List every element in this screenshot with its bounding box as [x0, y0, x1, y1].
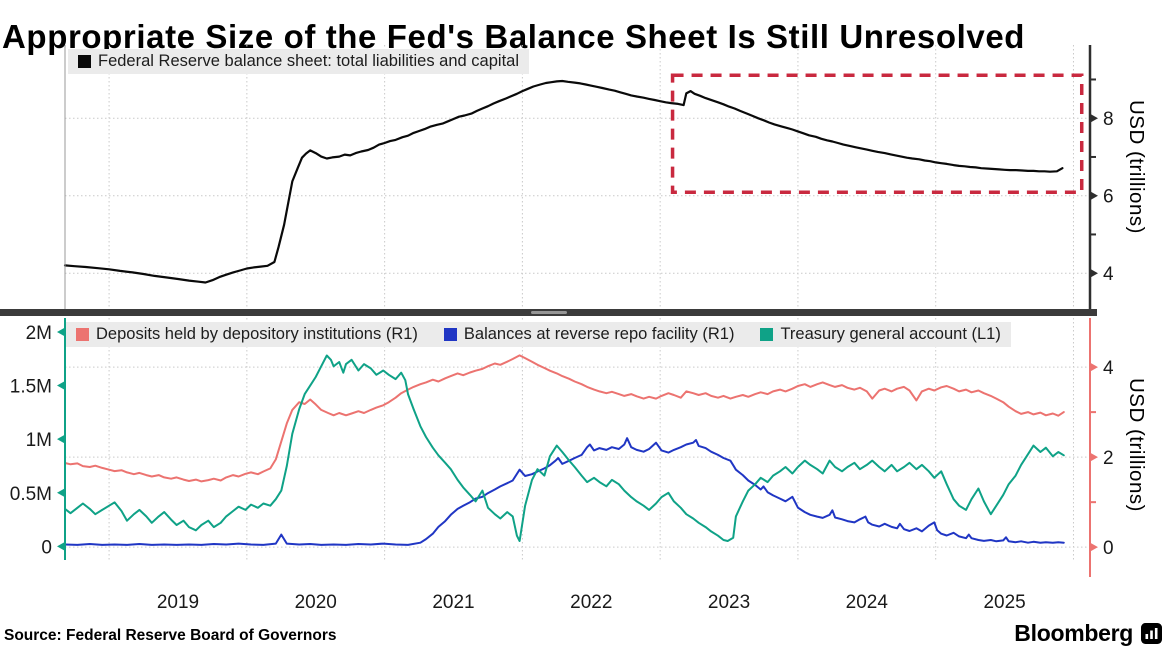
legend-item-deposits: Deposits held by depository institutions… — [76, 325, 418, 344]
legend-label: Treasury general account (L1) — [780, 325, 1001, 343]
legend-item-tga: Treasury general account (L1) — [760, 325, 1001, 344]
axis-tick-arrow-icon — [57, 434, 65, 444]
axis-tick-arrow-icon — [57, 327, 65, 337]
x-axis-label: 2021 — [432, 592, 474, 613]
axis-tick-arrow-icon — [57, 541, 65, 551]
series-lines — [63, 79, 1065, 546]
x-axis-label: 2020 — [295, 592, 337, 613]
qt-highlight-box — [670, 73, 1084, 194]
axis-tick-arrow-icon — [1090, 542, 1098, 552]
top-y-axis-title: USD (trillions) — [1125, 100, 1148, 234]
axes: 4 6 8 2M 1.5M 1M 0.5M 0 4 2 0 2019 2020 2021 2022 2023 2… — [10, 45, 1114, 613]
series-line-tga — [64, 354, 1065, 542]
x-axis-label: 2019 — [157, 592, 199, 613]
svg-text:2M: 2M — [26, 323, 52, 344]
legend-label: Federal Reserve balance sheet: total lia… — [98, 52, 519, 70]
series-line-deposits — [64, 354, 1065, 483]
series-line-rrp — [64, 437, 1065, 546]
panel-divider[interactable] — [0, 309, 1097, 316]
svg-text:4: 4 — [1103, 264, 1114, 285]
panel-divider-handle-icon[interactable] — [531, 311, 567, 314]
gridlines — [65, 45, 1090, 562]
legend-item-fed-total: Federal Reserve balance sheet: total lia… — [78, 52, 519, 71]
svg-text:4: 4 — [1103, 358, 1114, 379]
axis-tick-arrow-icon — [1090, 113, 1098, 123]
svg-text:0.5M: 0.5M — [10, 484, 52, 505]
top-panel-legend: Federal Reserve balance sheet: total lia… — [68, 49, 529, 74]
axis-tick-arrow-icon — [1090, 191, 1098, 201]
axis-tick-arrow-icon — [57, 381, 65, 391]
legend-label: Deposits held by depository institutions… — [96, 325, 418, 343]
x-axis-label: 2022 — [570, 592, 612, 613]
axis-tick-arrow-icon — [1090, 268, 1098, 278]
svg-text:0: 0 — [41, 537, 52, 558]
svg-text:8: 8 — [1103, 109, 1114, 130]
x-axis-label: 2025 — [983, 592, 1025, 613]
series-line-fed-total — [63, 79, 1064, 284]
axis-tick-arrow-icon — [1090, 362, 1098, 372]
legend-label: Balances at reverse repo facility (R1) — [463, 325, 735, 343]
rrp-swatch-icon — [443, 328, 457, 341]
x-axis-label: 2023 — [708, 592, 750, 613]
legend-item-rrp: Balances at reverse repo facility (R1) — [443, 325, 735, 344]
bloomberg-logo-icon — [1141, 623, 1162, 644]
bottom-y-axis-title: USD (trillions) — [1125, 378, 1148, 512]
source-attribution: Source: Federal Reserve Board of Governo… — [4, 627, 337, 644]
page-title: Appropriate Size of the Fed's Balance Sh… — [2, 18, 1026, 56]
fed-total-swatch-icon — [78, 55, 91, 68]
svg-text:2: 2 — [1103, 448, 1114, 469]
tga-swatch-icon — [760, 328, 774, 341]
x-axis-label: 2024 — [846, 592, 889, 613]
brand-footer: Bloomberg — [1014, 620, 1162, 647]
svg-text:6: 6 — [1103, 187, 1114, 208]
svg-text:1.5M: 1.5M — [10, 377, 52, 398]
bottom-panel-legend: Deposits held by depository institutions… — [66, 322, 1011, 347]
axis-tick-arrow-icon — [1090, 452, 1098, 462]
bloomberg-wordmark: Bloomberg — [1014, 620, 1133, 646]
annotations — [670, 73, 1084, 194]
svg-text:1M: 1M — [26, 430, 52, 451]
deposits-swatch-icon — [76, 328, 89, 341]
svg-text:0: 0 — [1103, 538, 1114, 559]
axis-tick-arrow-icon — [57, 488, 65, 498]
